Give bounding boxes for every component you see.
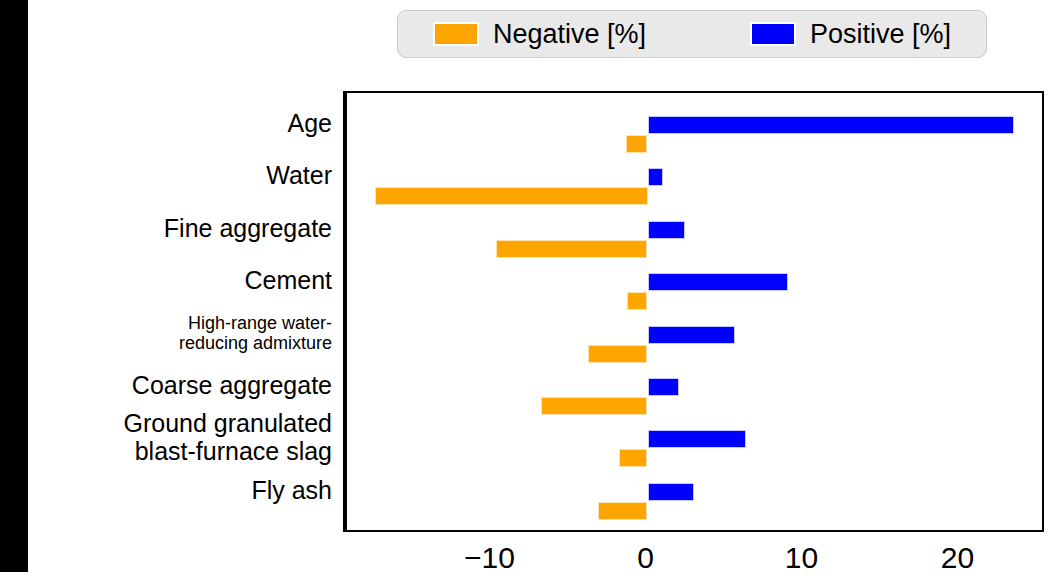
bar-positive-high-range-water-reducing-admixture — [648, 326, 735, 344]
bar-positive-fine-aggregate — [648, 221, 685, 239]
y-axis-label-cement: Cement — [244, 266, 332, 294]
y-axis-label-fly-ash: Fly ash — [251, 476, 332, 504]
y-axis-label-coarse-aggregate: Coarse aggregate — [132, 371, 332, 399]
plot-area — [343, 91, 1044, 532]
bar-negative-water — [375, 187, 648, 205]
y-axis-label-age: Age — [288, 109, 332, 137]
y-axis-label-ground-granulated-blast-furnace-slag: Ground granulatedblast-furnace slag — [124, 409, 332, 465]
legend-item-negative: Negative [%] — [433, 21, 646, 48]
bar-negative-coarse-aggregate — [541, 397, 647, 415]
bar-positive-coarse-aggregate — [648, 378, 679, 396]
y-axis-label-water: Water — [266, 161, 332, 189]
x-tick-label-20: 20 — [941, 543, 974, 573]
bar-positive-ground-granulated-blast-furnace-slag — [648, 430, 746, 448]
y-axis-label-fine-aggregate: Fine aggregate — [164, 214, 332, 242]
legend-label-positive: Positive [%] — [810, 21, 951, 48]
bar-negative-age — [626, 135, 648, 153]
bar-positive-cement — [648, 273, 788, 291]
negative-swatch-icon — [433, 22, 479, 46]
x-tick-label--10: −10 — [464, 543, 515, 573]
zero-axis-line — [345, 93, 347, 530]
x-tick-label-0: 0 — [637, 543, 654, 573]
legend-label-negative: Negative [%] — [493, 21, 646, 48]
chart-screenshot: Negative [%] Positive [%] Age Water Fine a… — [0, 0, 1050, 585]
positive-swatch-icon — [750, 22, 796, 46]
bar-negative-high-range-water-reducing-admixture — [588, 345, 647, 363]
bar-positive-fly-ash — [648, 483, 695, 501]
bar-negative-ground-granulated-blast-furnace-slag — [619, 449, 647, 467]
legend-item-positive: Positive [%] — [750, 21, 951, 48]
chart-legend: Negative [%] Positive [%] — [397, 10, 987, 58]
bar-negative-fine-aggregate — [496, 240, 647, 258]
y-axis-label-high-range-water-reducing-admixture: High-range water-reducing admixture — [179, 312, 332, 352]
bar-positive-water — [648, 168, 664, 186]
bar-positive-age — [648, 116, 1015, 134]
bar-negative-cement — [627, 292, 647, 310]
bar-negative-fly-ash — [598, 502, 648, 520]
x-tick-label-10: 10 — [785, 543, 818, 573]
window-edge-strip — [0, 0, 28, 572]
